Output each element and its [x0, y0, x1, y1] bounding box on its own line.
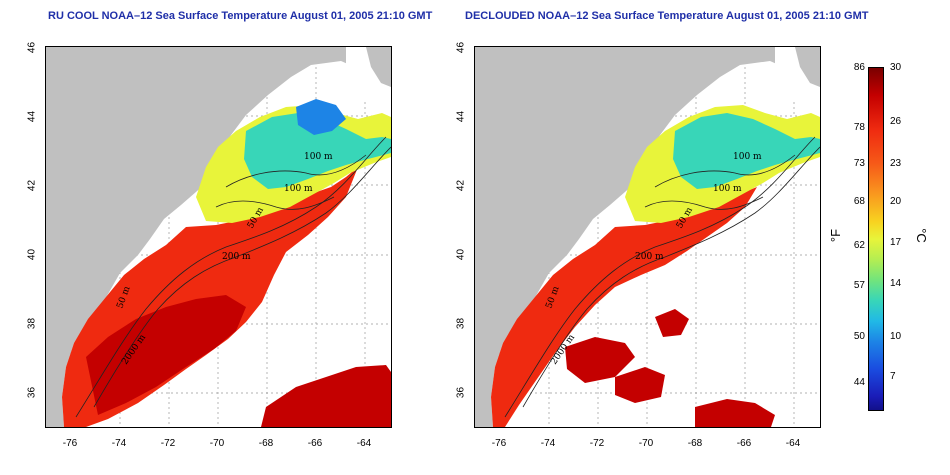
lat-tick-label: 40: [455, 248, 467, 261]
contour-label: 100 m: [713, 184, 742, 194]
lat-tick-label: 36: [26, 386, 38, 399]
lon-tick-label: -68: [258, 438, 274, 449]
colorbar-c-tick: 30: [890, 62, 902, 73]
scattered-warm-patch: [695, 399, 775, 427]
lat-tick-label: 36: [455, 386, 467, 399]
lat-tick-label: 42: [455, 179, 467, 192]
colorbar-c-tick: 7: [890, 371, 896, 382]
lat-tick-label: 38: [455, 317, 467, 330]
lon-tick-label: -66: [736, 438, 752, 449]
scattered-warm-patch: [615, 367, 665, 403]
lat-tick-label: 38: [26, 317, 38, 330]
colorbar-c-tick: 10: [890, 331, 902, 342]
temperature-colorbar: [868, 67, 884, 411]
lat-tick-label: 42: [26, 179, 38, 192]
contour-label: 200 m: [635, 252, 664, 262]
colorbar-c-tick: 23: [890, 158, 902, 169]
bathymetry-contours: [504, 136, 820, 418]
contour-label: 100 m: [304, 152, 333, 162]
colorbar-f-tick: 73: [853, 158, 865, 169]
scattered-warm-patch: [565, 337, 635, 383]
colorbar-unit-fahrenheit: °F: [828, 228, 844, 243]
colorbar-c-tick: 26: [890, 116, 902, 127]
nova-scotia-land-gray: [366, 47, 391, 87]
nova-scotia-land-gray: [795, 47, 820, 87]
lon-tick-label: -64: [356, 438, 372, 449]
colorbar-f-tick: 86: [853, 62, 865, 73]
sst-map-raw: 100 m 100 m 50 m 200 m 50 m 2000 m: [45, 46, 392, 428]
lon-tick-label: -64: [785, 438, 801, 449]
colorbar-f-tick: 78: [853, 122, 865, 133]
deep-warm-region: [86, 295, 246, 415]
lon-tick-label: -68: [687, 438, 703, 449]
lon-tick-label: -70: [209, 438, 225, 449]
lon-tick-label: -74: [111, 438, 127, 449]
lon-tick-label: -66: [307, 438, 323, 449]
colorbar-f-tick: 50: [853, 331, 865, 342]
colorbar-f-tick: 62: [853, 240, 865, 251]
bathymetry-contours: [75, 136, 391, 418]
sst-map-raw-canvas: 100 m 100 m 50 m 200 m 50 m 2000 m: [46, 47, 391, 427]
coldest-water-patch: [296, 99, 346, 135]
contour-label: 200 m: [222, 252, 251, 262]
scattered-warm-patch: [655, 309, 689, 337]
lat-tick-label: 46: [26, 41, 38, 54]
lat-tick-label: 46: [455, 41, 467, 54]
offshore-warm-patch: [261, 365, 391, 427]
land-mass: [46, 47, 391, 427]
right-map-title: DECLOUDED NOAA–12 Sea Surface Temperatur…: [465, 10, 869, 22]
colorbar-c-tick: 17: [890, 237, 902, 248]
colorbar-f-tick: 44: [853, 377, 865, 388]
lon-tick-label: -72: [160, 438, 176, 449]
colorbar-f-tick: 68: [853, 196, 865, 207]
sst-map-declouded-canvas: 100 m 100 m 50 m 200 m 50 m 2000 m: [475, 47, 820, 427]
colorbar-c-tick: 14: [890, 278, 902, 289]
sst-map-declouded: 100 m 100 m 50 m 200 m 50 m 2000 m: [474, 46, 821, 428]
lat-tick-label: 44: [455, 110, 467, 123]
cold-water-region: [673, 113, 820, 189]
lon-tick-label: -76: [491, 438, 507, 449]
contour-label: 100 m: [284, 184, 313, 194]
colorbar-c-tick: 20: [890, 196, 902, 207]
lat-tick-label: 44: [26, 110, 38, 123]
lon-tick-label: -76: [62, 438, 78, 449]
cold-water-region: [244, 113, 391, 189]
lon-tick-label: -70: [638, 438, 654, 449]
contour-label: 100 m: [733, 152, 762, 162]
left-map-title: RU COOL NOAA–12 Sea Surface Temperature …: [48, 10, 433, 22]
land-mass: [475, 47, 820, 427]
lon-tick-label: -74: [540, 438, 556, 449]
lat-tick-label: 40: [26, 248, 38, 261]
lon-tick-label: -72: [589, 438, 605, 449]
colorbar-f-tick: 57: [853, 280, 865, 291]
colorbar-unit-celsius: °C: [913, 228, 929, 243]
